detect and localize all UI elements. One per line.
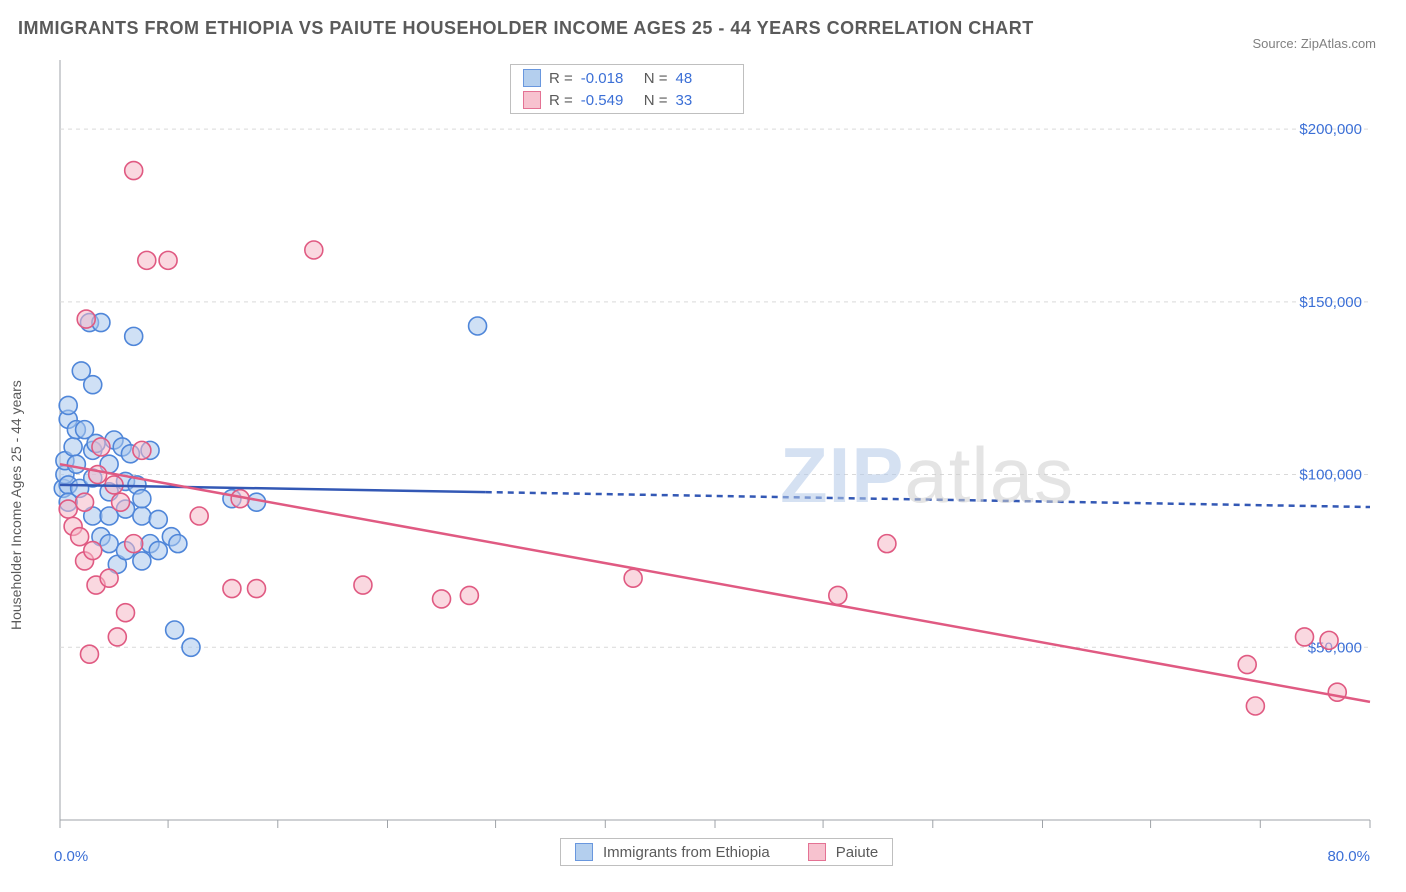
data-point — [84, 542, 102, 560]
trend-line-extrapolated — [486, 492, 1370, 507]
stat-n-value: 48 — [676, 70, 731, 87]
data-point — [166, 621, 184, 639]
data-point — [133, 507, 151, 525]
data-point — [149, 542, 167, 560]
stat-r-value: -0.018 — [581, 70, 636, 87]
data-point — [59, 500, 77, 518]
data-point — [248, 580, 266, 598]
data-point — [100, 535, 118, 553]
data-point — [182, 638, 200, 656]
y-tick-label: $100,000 — [1299, 467, 1362, 484]
data-point — [125, 327, 143, 345]
chart-title: IMMIGRANTS FROM ETHIOPIA VS PAIUTE HOUSE… — [18, 18, 1034, 39]
series-legend: Immigrants from Ethiopia Paiute — [560, 838, 893, 866]
data-point — [125, 162, 143, 180]
stat-n-label: N = — [644, 92, 668, 109]
data-point — [71, 528, 89, 546]
data-point — [149, 510, 167, 528]
legend-swatch — [808, 843, 826, 861]
data-point — [67, 455, 85, 473]
data-point — [305, 241, 323, 259]
data-point — [138, 251, 156, 269]
data-point — [829, 586, 847, 604]
y-axis-label: Householder Income Ages 25 - 44 years — [8, 380, 24, 630]
source-label: Source: ZipAtlas.com — [1252, 36, 1376, 51]
x-max-label: 80.0% — [1327, 848, 1370, 865]
legend-series-label: Paiute — [836, 844, 879, 861]
data-point — [469, 317, 487, 335]
data-point — [125, 535, 143, 553]
data-point — [59, 396, 77, 414]
stat-r-label: R = — [549, 92, 573, 109]
data-point — [190, 507, 208, 525]
data-point — [460, 586, 478, 604]
data-point — [133, 441, 151, 459]
data-point — [89, 466, 107, 484]
x-min-label: 0.0% — [54, 848, 88, 865]
data-point — [76, 493, 94, 511]
data-point — [624, 569, 642, 587]
chart-area: $50,000$100,000$150,000$200,000 ZIPatlas… — [60, 60, 1370, 820]
data-point — [112, 493, 130, 511]
stat-r-label: R = — [549, 70, 573, 87]
data-point — [1246, 697, 1264, 715]
data-point — [117, 604, 135, 622]
data-point — [108, 628, 126, 646]
stat-r-value: -0.549 — [581, 92, 636, 109]
data-point — [80, 645, 98, 663]
data-point — [77, 310, 95, 328]
stat-n-value: 33 — [676, 92, 731, 109]
data-point — [84, 376, 102, 394]
y-tick-label: $200,000 — [1299, 121, 1362, 138]
stats-legend: R = -0.018 N = 48 R = -0.549 N = 33 — [510, 64, 744, 114]
data-point — [1296, 628, 1314, 646]
data-point — [223, 580, 241, 598]
data-point — [433, 590, 451, 608]
data-point — [169, 535, 187, 553]
stats-row: R = -0.549 N = 33 — [511, 89, 743, 111]
data-point — [133, 490, 151, 508]
legend-swatch — [523, 91, 541, 109]
legend-series-label: Immigrants from Ethiopia — [603, 844, 770, 861]
data-point — [92, 438, 110, 456]
data-point — [159, 251, 177, 269]
data-point — [878, 535, 896, 553]
data-point — [100, 569, 118, 587]
data-point — [133, 552, 151, 570]
y-tick-label: $150,000 — [1299, 294, 1362, 311]
legend-swatch — [523, 69, 541, 87]
data-point — [354, 576, 372, 594]
scatter-plot: $50,000$100,000$150,000$200,000 — [60, 60, 1370, 860]
stat-n-label: N = — [644, 70, 668, 87]
data-point — [1328, 683, 1346, 701]
legend-swatch — [575, 843, 593, 861]
stats-row: R = -0.018 N = 48 — [511, 67, 743, 89]
data-point — [1320, 631, 1338, 649]
data-point — [1238, 656, 1256, 674]
data-point — [64, 438, 82, 456]
